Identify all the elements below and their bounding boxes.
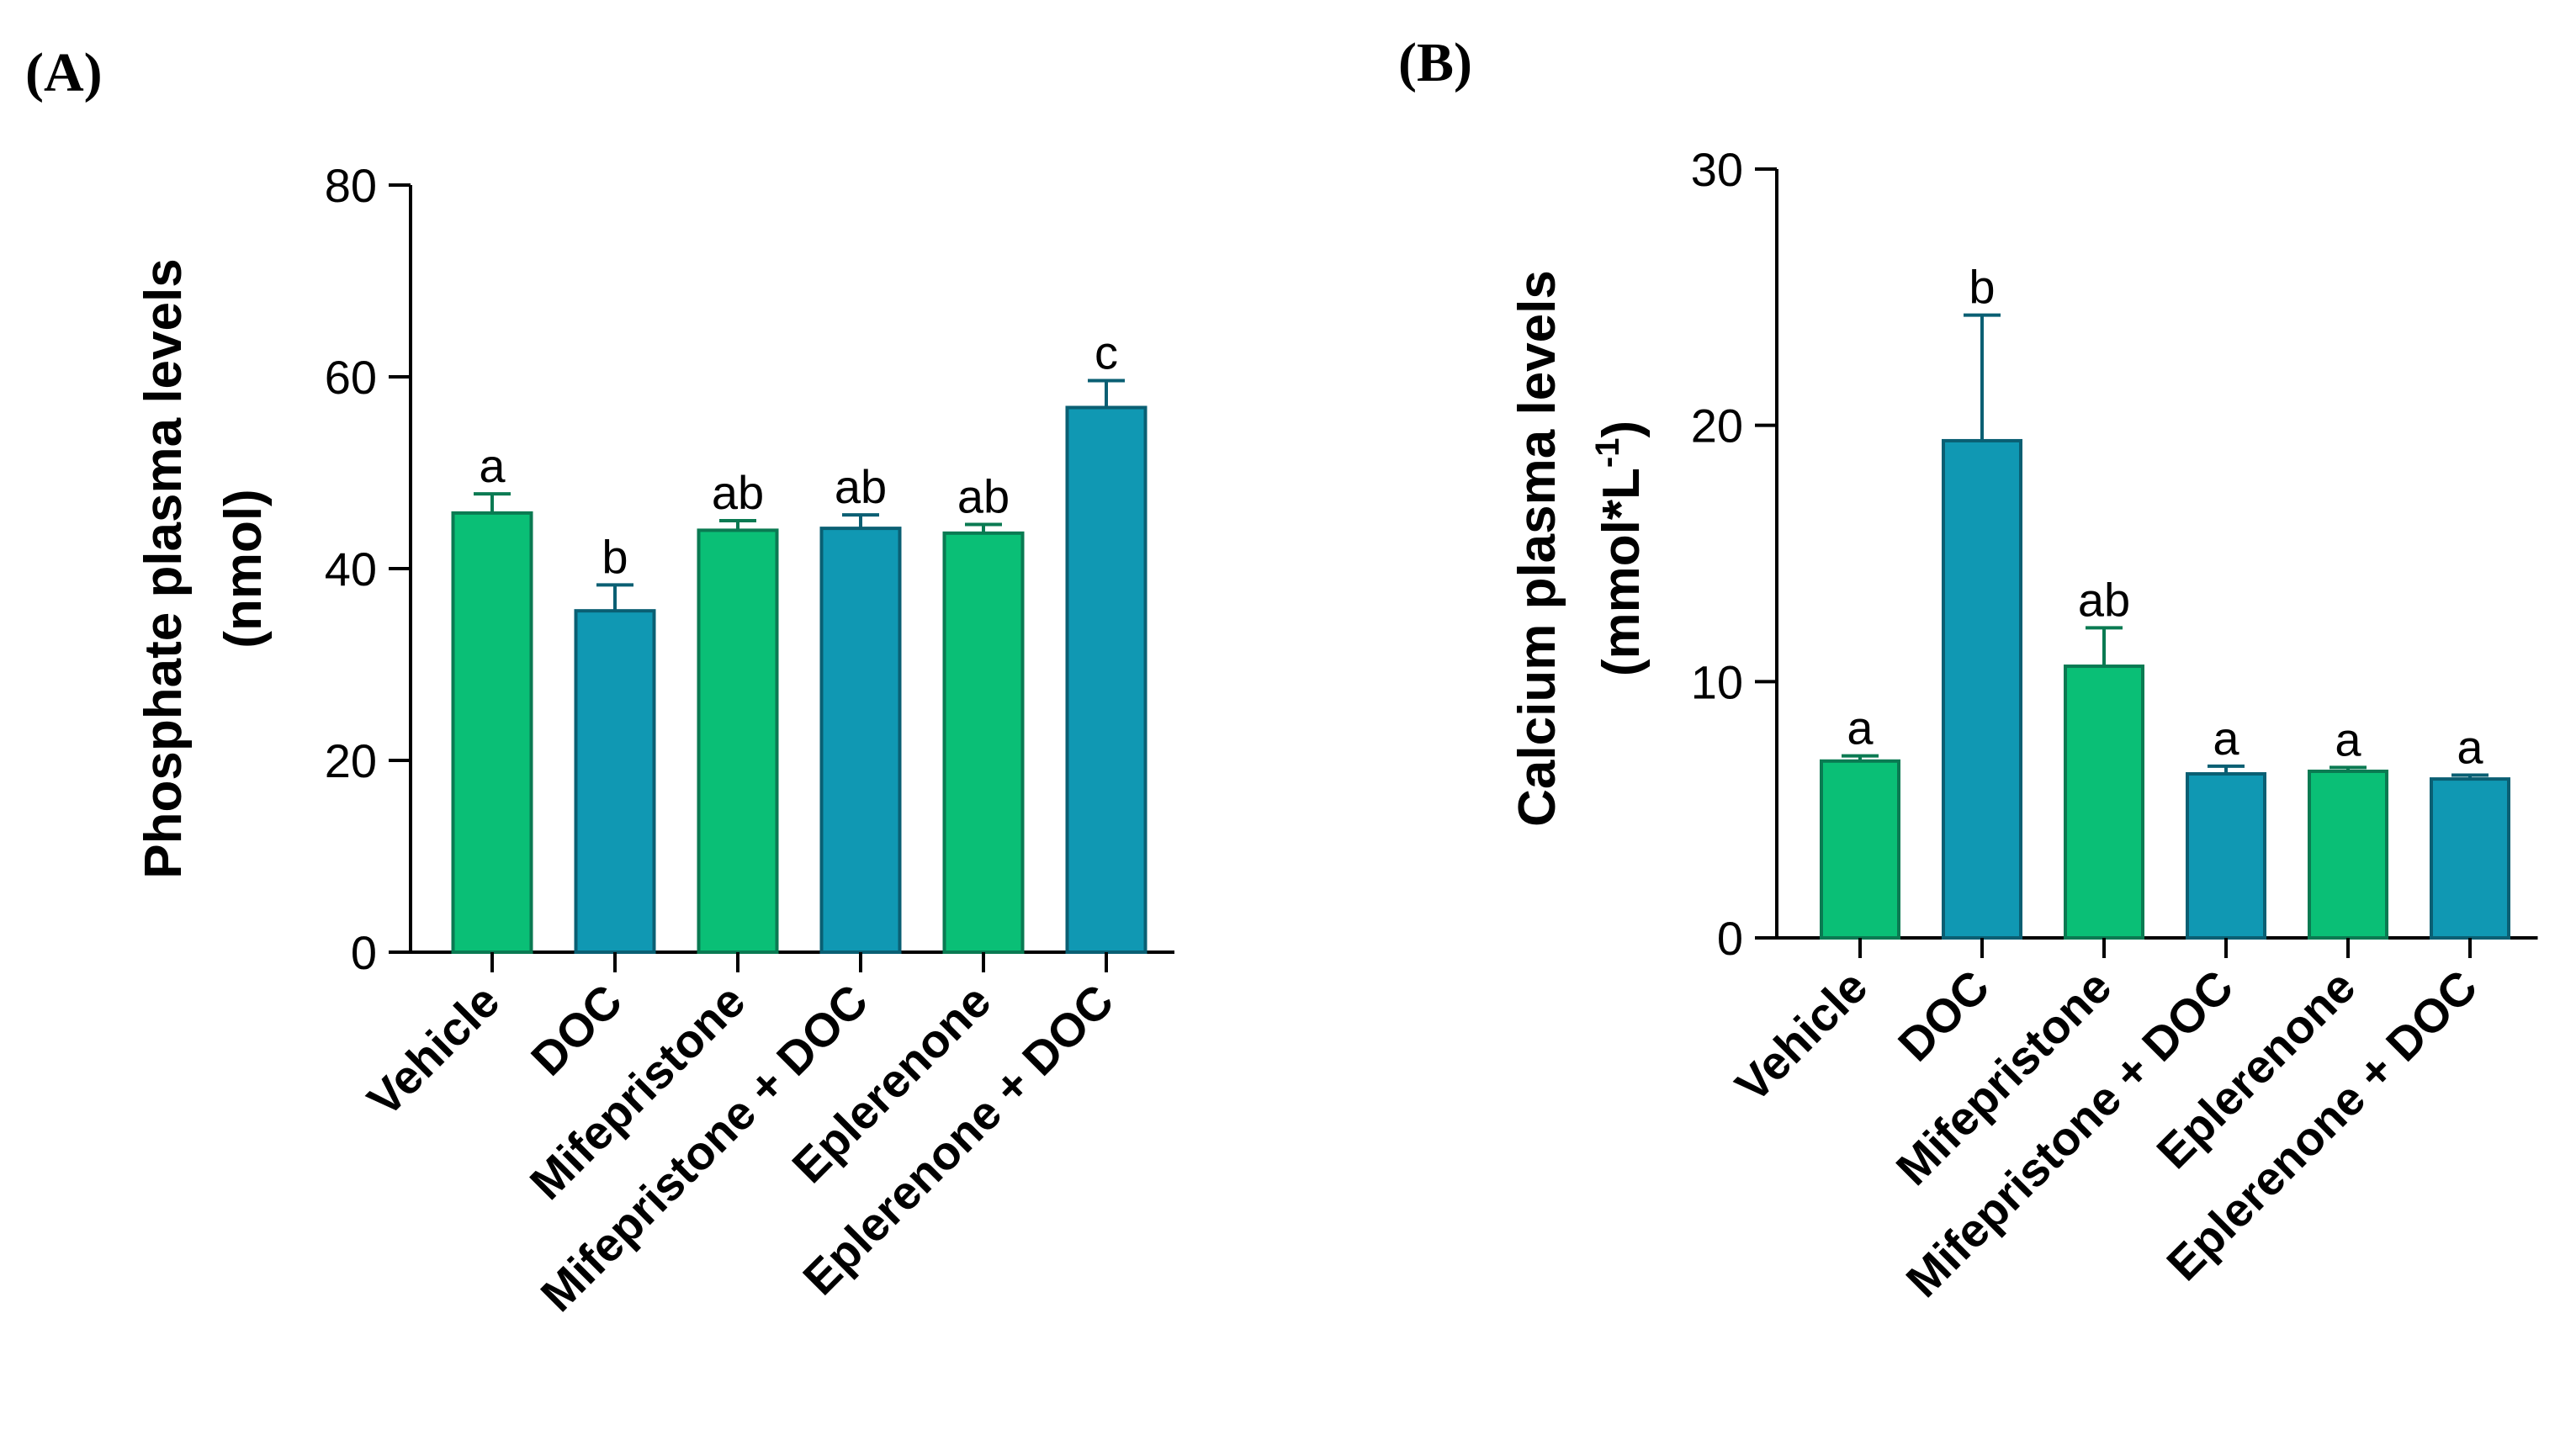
y-axis-unit-superscript: -1 (1589, 438, 1626, 469)
y-tick-label: 60 (325, 351, 377, 404)
significance-label: ab (835, 460, 887, 513)
bar-doc (574, 609, 656, 954)
chart-panel-b: (B) 0 10 20 30 Calcium plasma levels (mmol*L-1… (1398, 32, 2538, 1307)
significance-label: a (1847, 702, 1874, 755)
significance-label: b (1969, 261, 1995, 314)
significance-label: b (602, 530, 628, 583)
y-tick-label: 40 (325, 543, 377, 596)
y-axis-unit: (nmol) (215, 489, 273, 648)
y-axis-unit: (mmol*L-1) (1589, 421, 1651, 676)
bar-doc (1942, 438, 2022, 940)
y-axis-title: Calcium plasma levels (1508, 270, 1566, 827)
bar-vehicle (1820, 759, 1900, 940)
bar-mifepristone (2064, 665, 2144, 940)
panel-label: (A) (25, 42, 103, 103)
significance-label: a (2335, 712, 2361, 765)
x-tick-label: Mifepristone (1886, 960, 2122, 1195)
y-axis-unit-prefix: (mmol*L (1593, 468, 1651, 676)
significance-label: a (2457, 721, 2483, 774)
y-tick-label: 80 (325, 159, 377, 212)
bar-mifepristone-doc (2186, 772, 2266, 940)
x-tick-label: Mifepristone (520, 974, 755, 1210)
bar-eplerenone (2308, 769, 2388, 940)
y-axis-title: Phosphate plasma levels (135, 258, 193, 878)
y-tick-label: 0 (351, 926, 377, 979)
bar-eplerenone (942, 531, 1025, 954)
bar-eplerenone-doc (1065, 405, 1148, 955)
y-tick-label: 20 (325, 734, 377, 787)
significance-label: a (2213, 712, 2239, 765)
bar-mifepristone-doc (819, 527, 902, 954)
y-axis-unit-suffix: ) (1593, 421, 1651, 438)
significance-label: ab (2078, 573, 2130, 626)
chart-panel-a: (A) 0 20 40 60 80 Phosphate plasma levels (nmol… (25, 42, 1174, 1321)
bar-eplerenone-doc (2430, 777, 2510, 940)
x-tick-label: DOC (521, 974, 633, 1086)
x-tick-label: DOC (1888, 960, 2000, 1072)
y-tick-label: 10 (1691, 655, 1743, 708)
y-tick-label: 20 (1691, 400, 1743, 453)
y-tick-label: 0 (1717, 912, 1743, 965)
significance-label: c (1095, 326, 1118, 379)
panel-label: (B) (1398, 32, 1472, 93)
y-tick-label: 30 (1691, 143, 1743, 196)
bar-mifepristone (697, 528, 779, 955)
significance-label: a (479, 439, 506, 492)
significance-label: ab (957, 470, 1010, 523)
x-tick-label: Vehicle (357, 974, 509, 1126)
significance-label: ab (712, 466, 764, 519)
bar-vehicle (451, 511, 533, 954)
x-tick-label: Vehicle (1725, 960, 1877, 1112)
